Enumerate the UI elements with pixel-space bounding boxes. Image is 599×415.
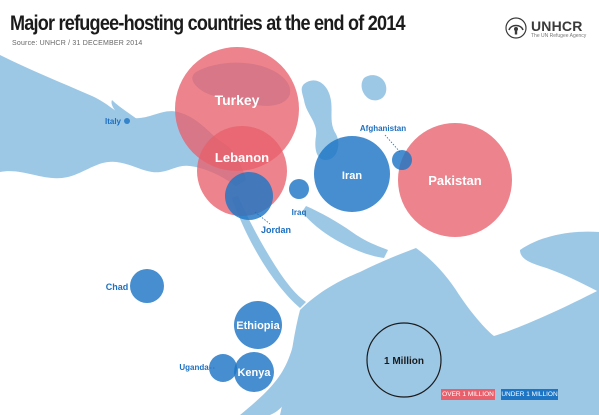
adriatic-sea	[111, 100, 146, 128]
label-iran: Iran	[342, 170, 362, 182]
scale-circle-1-million	[366, 322, 442, 398]
leader-afghanistan	[384, 134, 401, 153]
label-chad: Chad	[106, 282, 129, 292]
bubble-ethiopia	[234, 301, 282, 349]
unhcr-logo: UNHCR The UN Refugee Agency	[505, 17, 595, 41]
page-title: Major refugee-hosting countries at the e…	[10, 12, 406, 35]
mediterranean-sea	[0, 55, 246, 186]
logo-tagline: The UN Refugee Agency	[531, 33, 587, 39]
legend-over-1-million: OVER 1 MILLION	[441, 389, 495, 400]
caspian-sea	[301, 80, 339, 160]
bay-of-bengal	[520, 231, 599, 292]
red-sea	[232, 196, 306, 308]
bubble-iran	[314, 136, 390, 212]
bubble-chad	[130, 269, 164, 303]
leader-lines	[210, 134, 401, 369]
source-note: Source: UNHCR / 31 DECEMBER 2014	[12, 40, 143, 47]
indian-ocean	[240, 318, 310, 415]
aral-sea	[361, 75, 387, 101]
bubble-iraq	[289, 179, 309, 199]
label-ethiopia: Ethiopia	[236, 320, 280, 332]
bubble-uganda	[209, 354, 237, 382]
bubble-kenya	[234, 352, 274, 392]
label-afghanistan: Afghanistan	[360, 124, 406, 133]
label-italy: Italy	[105, 117, 122, 126]
bubble-pakistan	[398, 123, 512, 237]
scale-label: 1 Million	[384, 356, 424, 367]
label-turkey: Turkey	[215, 92, 260, 108]
bubble-afghanistan	[392, 150, 412, 170]
label-pakistan: Pakistan	[428, 173, 482, 188]
legend-under-1-million: UNDER 1 MILLION	[501, 389, 558, 400]
bubble-jordan	[225, 172, 273, 220]
unhcr-emblem-icon	[505, 17, 527, 39]
label-kenya: Kenya	[237, 367, 271, 379]
arabian-sea	[280, 248, 599, 415]
persian-gulf	[302, 206, 388, 258]
country-labels: Turkey Lebanon Pakistan Iran Ethiopia Ke…	[105, 92, 482, 379]
bubble-layer	[124, 47, 512, 398]
bubble-italy	[124, 118, 130, 124]
leader-jordan	[254, 211, 271, 225]
label-iraq: Iraq	[292, 208, 307, 217]
logo-wordmark: UNHCR	[531, 18, 583, 34]
label-jordan: Jordan	[261, 225, 291, 235]
label-uganda: Uganda	[179, 363, 209, 372]
label-lebanon: Lebanon	[215, 150, 269, 165]
